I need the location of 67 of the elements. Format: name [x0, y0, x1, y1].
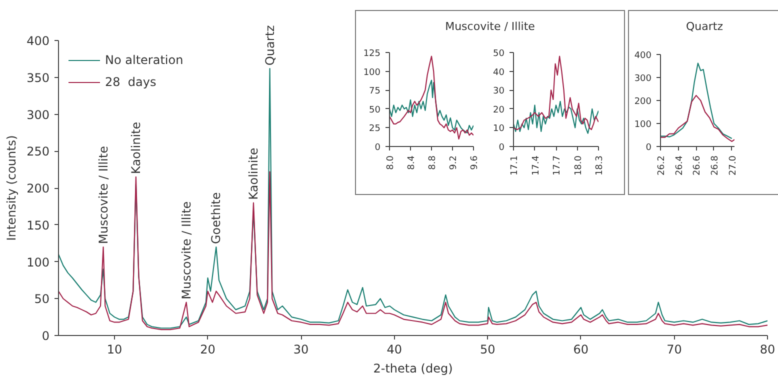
y-tick-label: 10 [493, 124, 505, 134]
y-tick-label: 25 [369, 124, 380, 134]
y-tick-label: 150 [26, 218, 50, 232]
y-tick-label: 75 [369, 86, 380, 97]
x-tick-label: 26.4 [674, 155, 685, 176]
y-tick-label: 200 [26, 182, 50, 196]
y-tick-label: 350 [26, 70, 50, 85]
line-series [660, 94, 734, 142]
legend-label: No alteration [105, 53, 184, 67]
chart-title: Muscovite / Illite [444, 19, 536, 35]
y-tick-label: 0 [646, 143, 652, 153]
x-tick-label: 8.0 [386, 155, 396, 170]
x-axis-title: 2-theta (deg) [373, 362, 453, 376]
x-tick-label: 26.8 [710, 155, 720, 176]
x-tick-label: 18.0 [574, 155, 584, 176]
annotation: Kaolinite [128, 122, 143, 174]
y-tick-label: 100 [26, 255, 50, 270]
annotation: Muscovite / Illite [179, 201, 194, 300]
y-tick-label: 100 [363, 68, 381, 78]
x-tick-label: 9.6 [470, 155, 480, 170]
x-tick-label: 8.8 [428, 155, 438, 170]
y-tick-label: 20 [493, 105, 505, 116]
y-tick-label: 100 [634, 120, 652, 130]
y-tick-label: 250 [26, 144, 50, 159]
x-tick-label: 10 [106, 342, 122, 356]
legend-label: 28 days [105, 75, 156, 89]
y-tick-label: 400 [634, 51, 652, 61]
x-tick-label: 50 [480, 342, 496, 356]
y-tick-label: 125 [363, 49, 381, 59]
x-tick-label: 8.4 [407, 155, 417, 170]
y-tick-label: 50 [493, 49, 505, 59]
x-tick-label: 9.2 [449, 155, 459, 170]
x-tick-label: 17.7 [552, 155, 562, 176]
y-tick-label: 0 [42, 329, 50, 343]
y-tick-label: 30 [493, 86, 505, 97]
y-tick-label: 40 [493, 68, 505, 78]
x-tick-label: 17.4 [531, 155, 542, 176]
x-tick-label: 27.0 [728, 155, 738, 176]
annotation: Kaolinite [246, 148, 260, 200]
x-tick-label: 18.3 [595, 155, 605, 176]
line-series [390, 56, 474, 140]
annotation: Muscovite / Illite [96, 146, 110, 244]
y-tick-label: 50 [369, 105, 381, 116]
y-axis-title: Intensity (counts) [4, 135, 19, 241]
x-tick-label: 70 [666, 342, 682, 356]
x-tick-label: 26.2 [657, 155, 667, 176]
chart-title: Quartz [685, 19, 724, 35]
x-tick-label: 20 [200, 342, 216, 356]
line-series [390, 80, 474, 134]
x-tick-label: 40 [386, 342, 402, 356]
x-tick-label: 60 [573, 342, 589, 356]
x-tick-label: 26.6 [692, 155, 703, 176]
line-series [514, 100, 598, 134]
y-tick-label: 300 [26, 108, 50, 122]
x-tick-label: 30 [293, 342, 309, 356]
annotation: Goethite [209, 192, 224, 244]
annotation: Quartz [262, 25, 277, 66]
y-tick-label: 300 [634, 74, 652, 84]
y-tick-label: 0 [374, 143, 381, 153]
line-series [514, 56, 598, 130]
y-tick-label: 200 [634, 97, 652, 107]
line-series [660, 62, 732, 139]
y-tick-label: 0 [498, 143, 505, 153]
x-tick-label: 80 [760, 342, 776, 356]
y-tick-label: 400 [26, 34, 50, 48]
y-tick-label: 50 [34, 292, 50, 306]
x-tick-label: 17.1 [510, 155, 520, 176]
